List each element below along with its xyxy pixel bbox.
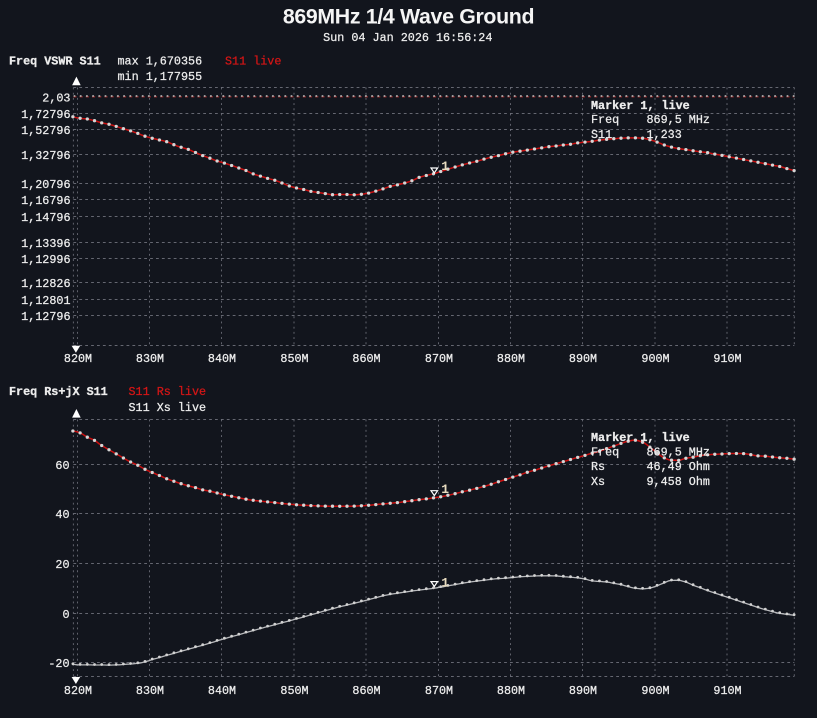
svg-text:1,16796: 1,16796 <box>21 194 70 208</box>
svg-text:S11 live: S11 live <box>225 54 281 68</box>
svg-text:840M: 840M <box>208 684 236 698</box>
svg-text:60: 60 <box>55 459 69 473</box>
svg-text:Freq: Freq <box>591 446 619 460</box>
svg-text:1,32796: 1,32796 <box>21 149 70 163</box>
svg-text:2,03: 2,03 <box>42 91 70 105</box>
svg-text:860M: 860M <box>352 352 380 366</box>
svg-text:840M: 840M <box>208 352 236 366</box>
svg-text:20: 20 <box>55 558 69 572</box>
svg-text:min 1,177955: min 1,177955 <box>118 70 203 84</box>
svg-text:Freq VSWR S11: Freq VSWR S11 <box>9 54 101 68</box>
svg-text:Freq: Freq <box>591 113 619 127</box>
svg-text:869,5 MHz: 869,5 MHz <box>647 446 710 460</box>
svg-text:890M: 890M <box>569 352 597 366</box>
svg-text:Marker 1, live: Marker 1, live <box>591 99 690 113</box>
svg-text:850M: 850M <box>280 684 308 698</box>
svg-text:1,14796: 1,14796 <box>21 211 70 225</box>
svg-text:910M: 910M <box>713 352 741 366</box>
svg-text:Xs: Xs <box>591 475 605 489</box>
svg-text:1,72796: 1,72796 <box>21 108 70 122</box>
svg-text:830M: 830M <box>136 684 164 698</box>
svg-text:Freq Rs+jX S11: Freq Rs+jX S11 <box>9 385 108 399</box>
svg-text:900M: 900M <box>641 684 669 698</box>
svg-text:869,5 MHz: 869,5 MHz <box>647 113 710 127</box>
svg-text:1,52796: 1,52796 <box>21 124 70 138</box>
svg-text:1,12996: 1,12996 <box>21 253 70 267</box>
svg-text:1: 1 <box>441 482 449 497</box>
svg-text:Marker 1, live: Marker 1, live <box>591 431 690 445</box>
svg-text:1,12801: 1,12801 <box>21 294 70 308</box>
svg-text:1,12826: 1,12826 <box>21 277 70 291</box>
svg-text:S11 Xs live: S11 Xs live <box>129 401 207 415</box>
svg-text:Rs: Rs <box>591 460 605 474</box>
svg-text:820M: 820M <box>64 352 92 366</box>
svg-text:1,13396: 1,13396 <box>21 237 70 251</box>
svg-text:850M: 850M <box>280 352 308 366</box>
svg-text:S11: S11 <box>591 128 612 142</box>
svg-text:40: 40 <box>55 508 69 522</box>
svg-text:1: 1 <box>441 576 449 591</box>
svg-text:900M: 900M <box>641 352 669 366</box>
svg-text:880M: 880M <box>497 352 525 366</box>
svg-text:830M: 830M <box>136 352 164 366</box>
svg-text:9,458 Ohm: 9,458 Ohm <box>647 475 710 489</box>
svg-text:S11 Rs live: S11 Rs live <box>129 385 207 399</box>
svg-text:1,233: 1,233 <box>647 128 682 142</box>
svg-text:Sun 04 Jan 2026 16:56:24: Sun 04 Jan 2026 16:56:24 <box>323 31 492 45</box>
svg-text:-20: -20 <box>48 657 69 671</box>
svg-text:46,49 Ohm: 46,49 Ohm <box>647 460 710 474</box>
svg-text:1,12796: 1,12796 <box>21 310 70 324</box>
svg-text:0: 0 <box>62 608 69 622</box>
svg-text:870M: 870M <box>425 684 453 698</box>
svg-text:869MHz 1/4 Wave Ground: 869MHz 1/4 Wave Ground <box>283 4 534 28</box>
svg-text:820M: 820M <box>64 684 92 698</box>
svg-text:1,20796: 1,20796 <box>21 178 70 192</box>
svg-text:890M: 890M <box>569 684 597 698</box>
svg-text:1: 1 <box>441 159 449 174</box>
svg-text:910M: 910M <box>713 684 741 698</box>
svg-text:max 1,670356: max 1,670356 <box>118 54 203 68</box>
svg-text:880M: 880M <box>497 684 525 698</box>
svg-text:860M: 860M <box>352 684 380 698</box>
svg-text:870M: 870M <box>425 352 453 366</box>
